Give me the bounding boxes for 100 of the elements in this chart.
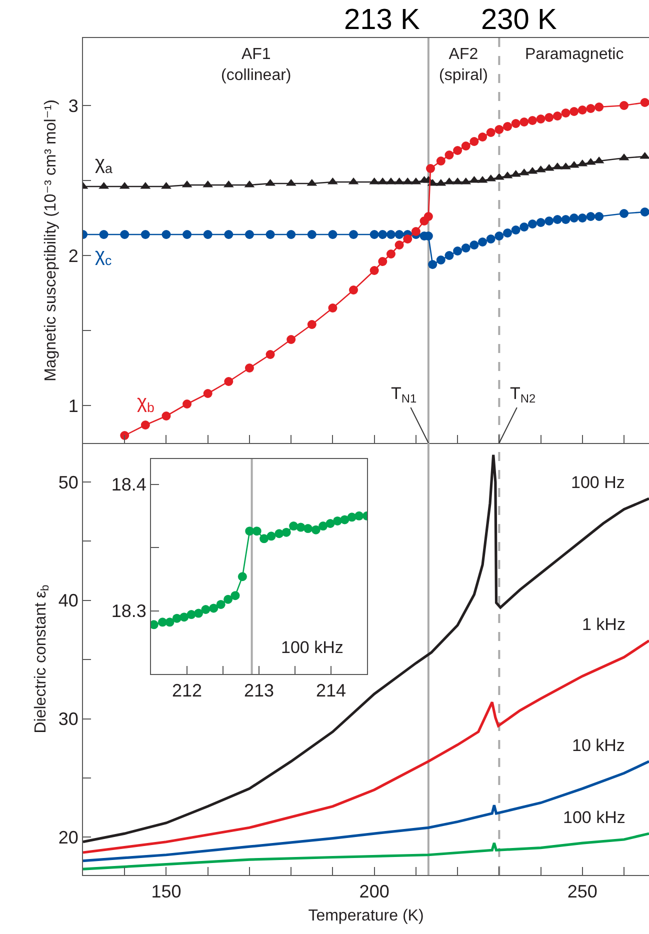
point xyxy=(311,525,320,534)
point xyxy=(244,230,254,239)
point xyxy=(340,515,350,524)
point xyxy=(594,102,604,112)
point xyxy=(328,304,338,312)
point xyxy=(266,230,275,239)
point xyxy=(209,604,218,613)
point xyxy=(260,534,269,544)
point xyxy=(224,377,234,386)
line-series xyxy=(83,760,649,862)
point xyxy=(386,230,396,239)
point xyxy=(99,230,108,239)
point xyxy=(203,230,212,239)
point xyxy=(203,389,212,398)
point xyxy=(453,246,462,256)
point xyxy=(303,524,312,534)
x-tick-label: 250 xyxy=(567,882,598,902)
point xyxy=(386,250,396,258)
ref-line-label: 230 K xyxy=(481,4,558,36)
point xyxy=(140,230,150,239)
point xyxy=(194,608,204,618)
point xyxy=(461,244,470,252)
point xyxy=(544,216,554,226)
point xyxy=(282,528,291,537)
point xyxy=(378,257,388,266)
point xyxy=(511,119,520,128)
point xyxy=(162,230,171,239)
point xyxy=(444,150,454,160)
y-tick-label: 30 xyxy=(58,709,78,730)
point xyxy=(520,118,529,126)
point xyxy=(486,128,496,137)
point xyxy=(394,230,404,239)
point xyxy=(326,519,335,528)
point xyxy=(370,266,379,275)
x-tick-label: 214 xyxy=(316,680,346,701)
ref-line-label: 213 K xyxy=(344,4,420,36)
point xyxy=(230,591,240,600)
point xyxy=(307,320,316,329)
point xyxy=(286,230,296,239)
point xyxy=(216,600,226,609)
point xyxy=(528,220,537,228)
point xyxy=(486,234,496,244)
series-label: χ$_{b}$ xyxy=(137,392,154,415)
point xyxy=(318,522,328,531)
point xyxy=(444,251,454,260)
point xyxy=(528,116,537,125)
series-label: 100 Hz xyxy=(571,473,625,492)
annotation: T$_{N1}$ xyxy=(391,384,417,406)
point xyxy=(520,222,529,232)
y-tick-label: 18.4 xyxy=(111,474,146,495)
y-tick-label: 20 xyxy=(58,827,78,848)
point xyxy=(201,605,210,614)
point xyxy=(378,230,388,239)
point xyxy=(503,228,512,238)
point xyxy=(307,230,316,239)
point xyxy=(586,104,596,113)
series-label: χ$_{c}$ xyxy=(95,245,112,268)
point xyxy=(266,350,275,359)
point xyxy=(494,125,504,134)
annotation: Paramagnetic xyxy=(525,46,624,63)
point xyxy=(578,214,587,222)
point xyxy=(120,230,130,239)
annotation: T$_{N2}$ xyxy=(510,384,536,406)
point xyxy=(403,234,412,244)
point xyxy=(286,335,296,344)
point xyxy=(620,101,629,110)
line-series xyxy=(83,454,649,844)
line-series xyxy=(83,639,649,854)
point xyxy=(640,98,649,107)
x-tick-label: 150 xyxy=(151,882,182,902)
point xyxy=(478,238,488,246)
point xyxy=(478,132,488,142)
point xyxy=(354,511,364,520)
point xyxy=(536,114,546,124)
point xyxy=(426,164,436,173)
point xyxy=(453,146,462,155)
point xyxy=(224,594,233,604)
point xyxy=(561,215,570,224)
series-label: 1 kHz xyxy=(582,615,626,634)
point xyxy=(370,230,379,239)
point xyxy=(578,106,587,114)
point xyxy=(511,226,520,234)
point xyxy=(120,431,130,440)
point xyxy=(436,256,446,264)
point xyxy=(461,142,470,150)
x-tick-label: 200 xyxy=(359,882,390,902)
point xyxy=(544,113,554,122)
point xyxy=(180,612,189,622)
point xyxy=(424,212,433,221)
point xyxy=(570,214,579,222)
point xyxy=(332,516,342,526)
point xyxy=(586,212,596,221)
point xyxy=(494,232,504,240)
series-label: 100 kHz xyxy=(563,808,626,827)
point xyxy=(470,240,479,250)
point xyxy=(182,400,192,408)
point xyxy=(561,108,570,118)
x-tick-label: 212 xyxy=(172,680,202,701)
x-tick-label: 213 xyxy=(244,680,274,701)
point xyxy=(552,215,562,224)
